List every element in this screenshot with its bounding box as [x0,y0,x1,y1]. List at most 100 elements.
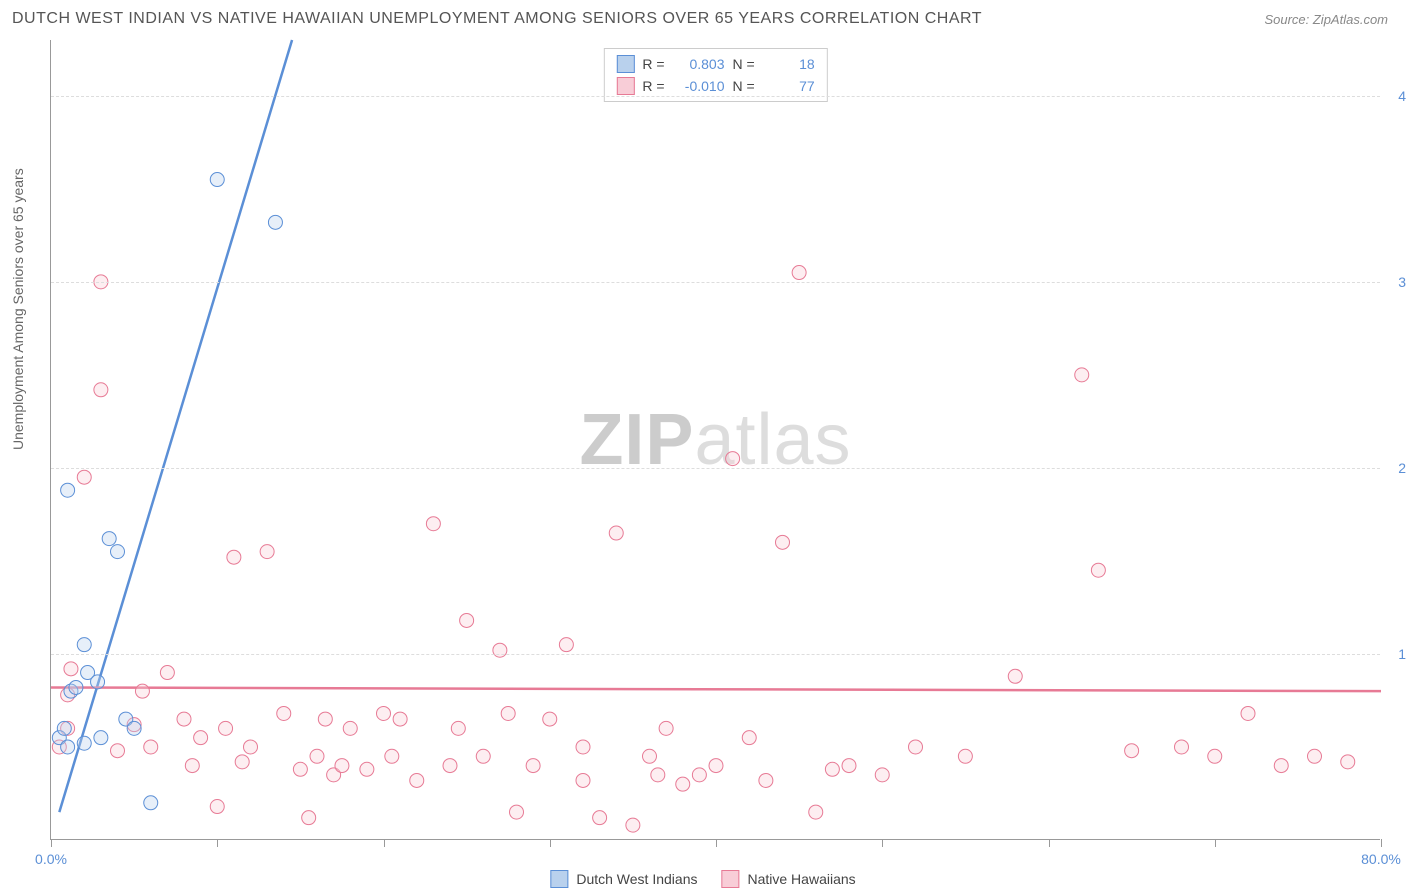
legend-swatch-blue-icon [550,870,568,888]
gridline [51,282,1380,283]
data-point [77,736,91,750]
data-point [277,706,291,720]
trend-line [51,687,1381,691]
data-point [593,811,607,825]
data-point [57,721,71,735]
chart-title: DUTCH WEST INDIAN VS NATIVE HAWAIIAN UNE… [12,10,982,28]
legend-label-1: Dutch West Indians [576,871,697,887]
data-point [385,749,399,763]
data-point [559,638,573,652]
data-point [410,773,424,787]
legend-item-2: Native Hawaiians [721,870,855,888]
x-tick [51,839,52,847]
swatch-pink-icon [616,77,634,95]
stat-r-2: -0.010 [673,78,725,94]
legend-label-2: Native Hawaiians [747,871,855,887]
y-tick-label: 40.0% [1398,88,1406,104]
data-point [77,470,91,484]
data-point [94,383,108,397]
data-point [227,550,241,564]
data-point [443,759,457,773]
gridline [51,468,1380,469]
plot-area: ZIPatlas R = 0.803 N = 18 R = -0.010 N =… [50,40,1380,840]
data-point [210,173,224,187]
data-point [875,768,889,782]
data-point [576,773,590,787]
data-point [426,517,440,531]
stats-row-2: R = -0.010 N = 77 [616,75,814,97]
data-point [1008,669,1022,683]
gridline [51,654,1380,655]
data-point [776,535,790,549]
data-point [144,796,158,810]
data-point [160,666,174,680]
data-point [393,712,407,726]
data-point [643,749,657,763]
data-point [1075,368,1089,382]
data-point [335,759,349,773]
bottom-legend: Dutch West Indians Native Hawaiians [550,870,855,888]
data-point [543,712,557,726]
x-tick [550,839,551,847]
data-point [1125,744,1139,758]
data-point [842,759,856,773]
chart-svg [51,40,1380,839]
data-point [219,721,233,735]
data-point [451,721,465,735]
data-point [135,684,149,698]
stat-r-1: 0.803 [673,56,725,72]
data-point [111,744,125,758]
data-point [576,740,590,754]
data-point [260,545,274,559]
data-point [510,805,524,819]
data-point [526,759,540,773]
data-point [709,759,723,773]
data-point [91,675,105,689]
data-point [360,762,374,776]
y-axis-label: Unemployment Among Seniors over 65 years [10,168,26,450]
y-tick-label: 10.0% [1398,646,1406,662]
legend-item-1: Dutch West Indians [550,870,697,888]
data-point [343,721,357,735]
data-point [493,643,507,657]
stat-n-2: 77 [763,78,815,94]
x-tick [716,839,717,847]
data-point [501,706,515,720]
data-point [659,721,673,735]
x-tick [1049,839,1050,847]
stat-r-label-2: R = [642,78,664,94]
data-point [651,768,665,782]
data-point [244,740,258,754]
data-point [235,755,249,769]
data-point [194,731,208,745]
source-label: Source: ZipAtlas.com [1264,12,1388,27]
data-point [302,811,316,825]
data-point [268,215,282,229]
data-point [111,545,125,559]
data-point [210,800,224,814]
data-point [185,759,199,773]
data-point [759,773,773,787]
data-point [1308,749,1322,763]
x-tick [384,839,385,847]
x-tick [882,839,883,847]
x-tick [217,839,218,847]
stat-n-label: N = [733,56,755,72]
y-tick-label: 30.0% [1398,274,1406,290]
data-point [293,762,307,776]
data-point [64,662,78,676]
swatch-blue-icon [616,55,634,73]
data-point [742,731,756,745]
data-point [1208,749,1222,763]
trend-line [59,40,292,812]
data-point [177,712,191,726]
legend-swatch-pink-icon [721,870,739,888]
stat-r-label: R = [642,56,664,72]
data-point [825,762,839,776]
data-point [377,706,391,720]
data-point [102,532,116,546]
data-point [626,818,640,832]
data-point [460,613,474,627]
data-point [1241,706,1255,720]
data-point [77,638,91,652]
